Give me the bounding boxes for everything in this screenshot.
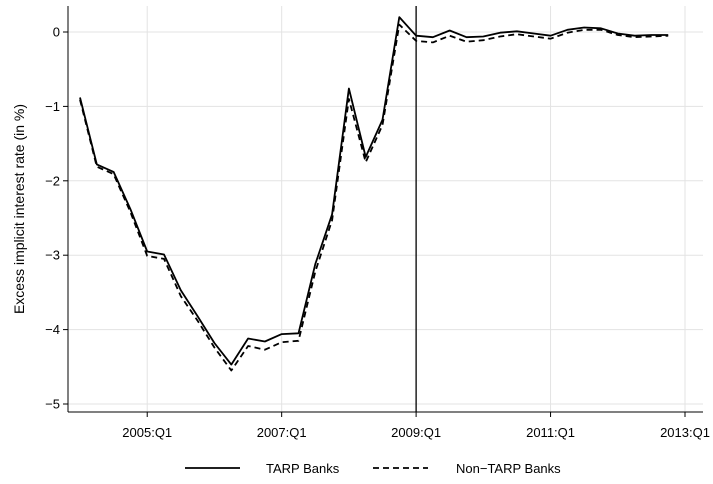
legend: TARP Banks Non−TARP Banks	[185, 461, 561, 476]
y-axis-title: Excess implicit interest rate (in %)	[11, 104, 27, 314]
x-tick-label: 2007:Q1	[257, 425, 307, 440]
y-tick-label: −5	[45, 397, 60, 412]
x-axis-ticks: 2005:Q1 2007:Q1 2009:Q1 2011:Q1 2013:Q1	[122, 412, 710, 440]
y-tick-label: −2	[45, 173, 60, 188]
grid	[68, 6, 703, 412]
x-tick-label: 2009:Q1	[391, 425, 441, 440]
x-tick-label: 2005:Q1	[122, 425, 172, 440]
x-tick-label: 2013:Q1	[660, 425, 710, 440]
y-tick-label: −3	[45, 248, 60, 263]
x-tick-label: 2011:Q1	[526, 425, 575, 440]
series-line-tarp	[79, 16, 669, 366]
y-axis-ticks: 0 −1 −2 −3 −4 −5	[45, 25, 68, 412]
y-tick-label: −1	[45, 99, 60, 114]
y-tick-label: −4	[45, 322, 60, 337]
legend-label-non-tarp: Non−TARP Banks	[456, 461, 561, 476]
y-tick-label: 0	[53, 25, 60, 40]
series-line-non-tarp	[79, 23, 669, 372]
legend-label-tarp: TARP Banks	[266, 461, 340, 476]
series-layer	[79, 16, 669, 372]
